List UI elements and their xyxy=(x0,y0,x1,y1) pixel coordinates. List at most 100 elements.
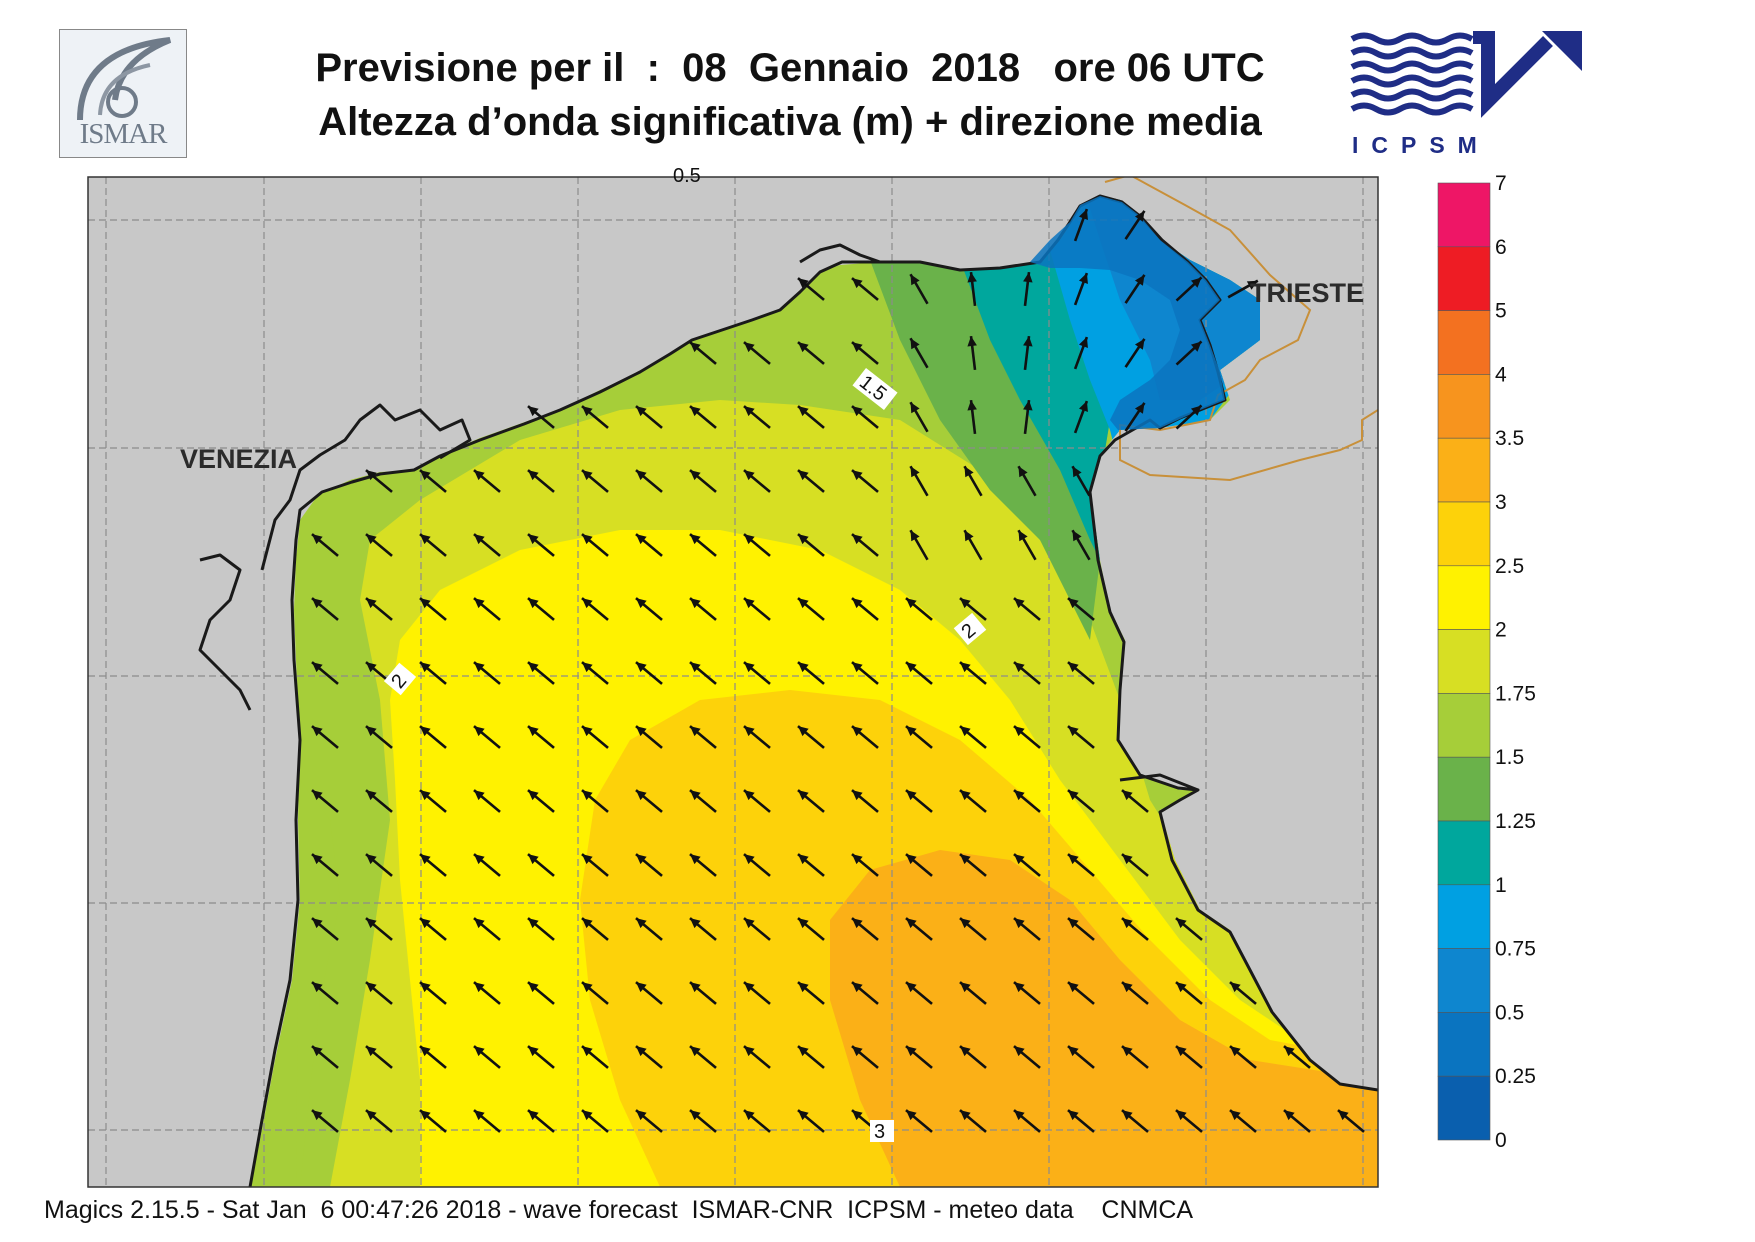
wave-direction-arrow xyxy=(743,981,771,1005)
wave-direction-arrow xyxy=(365,469,393,493)
wave-direction-arrow xyxy=(797,853,825,877)
colorbar-tick-label: 0 xyxy=(1495,1129,1507,1152)
colorbar-tick-label: 1.25 xyxy=(1495,810,1536,833)
wave-direction-arrow xyxy=(959,597,987,621)
ismar-swirl-icon xyxy=(77,37,172,121)
wave-direction-arrow xyxy=(1337,1109,1365,1133)
wave-direction-arrow xyxy=(1013,1109,1041,1133)
wave-direction-arrow xyxy=(743,853,771,877)
wave-direction-arrow xyxy=(967,399,977,435)
wave-direction-arrow xyxy=(1121,789,1149,813)
wave-direction-arrow xyxy=(689,981,717,1005)
wave-direction-arrow xyxy=(851,853,879,877)
colorbar-swatch xyxy=(1437,948,1491,1013)
wave-direction-arrow xyxy=(959,1045,987,1069)
wave-direction-arrow xyxy=(311,981,339,1005)
wave-direction-arrow xyxy=(689,533,717,557)
wave-direction-arrow xyxy=(851,661,879,685)
wave-direction-arrow xyxy=(581,981,609,1005)
colorbar-swatch xyxy=(1437,310,1491,375)
forecast-subtitle: Altezza d’onda significativa (m) + direz… xyxy=(318,100,1262,144)
map-graticule xyxy=(88,177,1378,1187)
wave-direction-arrow xyxy=(1175,1045,1203,1069)
wave-direction-arrow xyxy=(959,853,987,877)
wave-direction-arrow xyxy=(743,1109,771,1133)
wave-direction-arrow xyxy=(635,917,663,941)
label-trieste: TRIESTE xyxy=(1250,278,1364,308)
wave-direction-arrow xyxy=(1017,529,1037,561)
wave-direction-arrow xyxy=(797,341,825,365)
colorbar-swatch xyxy=(1437,246,1491,311)
wave-direction-arrow xyxy=(365,789,393,813)
wave-direction-arrow xyxy=(419,533,447,557)
wave-direction-arrow xyxy=(1175,340,1203,366)
wave-direction-arrow xyxy=(365,981,393,1005)
wave-direction-arrow xyxy=(473,661,501,685)
colorbar-tick-label: 0.25 xyxy=(1495,1065,1536,1088)
wave-direction-arrow xyxy=(473,789,501,813)
wave-direction-arrow xyxy=(1067,853,1095,877)
wave-direction-arrow xyxy=(1013,597,1041,621)
wave-direction-arrow xyxy=(909,465,929,497)
wave-direction-arrow xyxy=(743,533,771,557)
forecast-title: Previsione per il : 08 Gennaio 2018 ore … xyxy=(315,46,1265,90)
wave-direction-arrow xyxy=(419,917,447,941)
wave-direction-arrow xyxy=(743,789,771,813)
wave-direction-arrow xyxy=(527,853,555,877)
wave-direction-arrow xyxy=(797,1045,825,1069)
wave-direction-arrow xyxy=(905,661,933,685)
wave-direction-arrow xyxy=(1121,917,1149,941)
ismar-logo: ISMAR xyxy=(59,29,187,158)
wave-direction-arrow xyxy=(905,1045,933,1069)
wave-direction-arrows xyxy=(311,208,1365,1133)
wave-direction-arrow xyxy=(1124,402,1146,432)
wave-direction-arrow xyxy=(419,725,447,749)
wave-direction-arrow xyxy=(851,341,879,365)
wave-direction-arrow xyxy=(473,1109,501,1133)
wave-direction-arrow xyxy=(1227,279,1259,299)
wave-direction-arrow xyxy=(419,853,447,877)
colorbar-tick-label: 0.5 xyxy=(1495,1001,1524,1024)
colorbar-swatch xyxy=(1437,629,1491,694)
wave-direction-arrow xyxy=(963,529,983,561)
wave-direction-arrow xyxy=(905,789,933,813)
wave-direction-arrow xyxy=(635,1045,663,1069)
wave-direction-arrow xyxy=(797,789,825,813)
colorbar-swatch xyxy=(1437,374,1491,439)
wave-direction-arrow xyxy=(689,661,717,685)
wave-direction-arrow xyxy=(1121,853,1149,877)
colorbar-swatch xyxy=(1437,820,1491,886)
wave-direction-arrow xyxy=(1071,529,1091,561)
wave-direction-arrow xyxy=(909,273,929,305)
colorbar-tick-label: 1.75 xyxy=(1495,682,1536,705)
contour-label: 0.5 xyxy=(673,165,701,187)
wave-direction-arrow xyxy=(1071,465,1091,497)
colorbar-tick-label: 3 xyxy=(1495,491,1507,514)
wave-direction-arrow xyxy=(905,597,933,621)
colorbar-tick-label: 1 xyxy=(1495,874,1507,897)
wave-direction-arrow xyxy=(797,725,825,749)
colorbar-tick-label: 7 xyxy=(1495,172,1507,195)
wave-direction-arrow xyxy=(527,789,555,813)
colorbar-tick-label: 5 xyxy=(1495,300,1507,323)
wave-direction-arrow xyxy=(581,533,609,557)
wave-direction-arrow xyxy=(1073,208,1089,242)
wave-direction-arrow xyxy=(365,853,393,877)
colorbar-tick-label: 1.5 xyxy=(1495,746,1524,769)
wave-direction-arrow xyxy=(797,469,825,493)
wave-direction-arrow xyxy=(1067,725,1095,749)
wave-direction-arrow xyxy=(581,1109,609,1133)
wave-direction-arrow xyxy=(473,725,501,749)
wave-direction-arrow xyxy=(1121,981,1149,1005)
wave-direction-arrow xyxy=(473,1045,501,1069)
wave-direction-arrow xyxy=(1121,1045,1149,1069)
contour-label: 3 xyxy=(874,1121,885,1143)
wave-direction-arrow xyxy=(905,725,933,749)
wave-direction-arrow xyxy=(959,789,987,813)
wave-direction-arrow xyxy=(527,1045,555,1069)
wave-direction-arrow xyxy=(1121,1109,1149,1133)
wave-direction-arrow xyxy=(581,661,609,685)
wave-direction-arrow xyxy=(527,469,555,493)
wave-direction-arrow xyxy=(797,533,825,557)
wave-direction-arrow xyxy=(851,981,879,1005)
